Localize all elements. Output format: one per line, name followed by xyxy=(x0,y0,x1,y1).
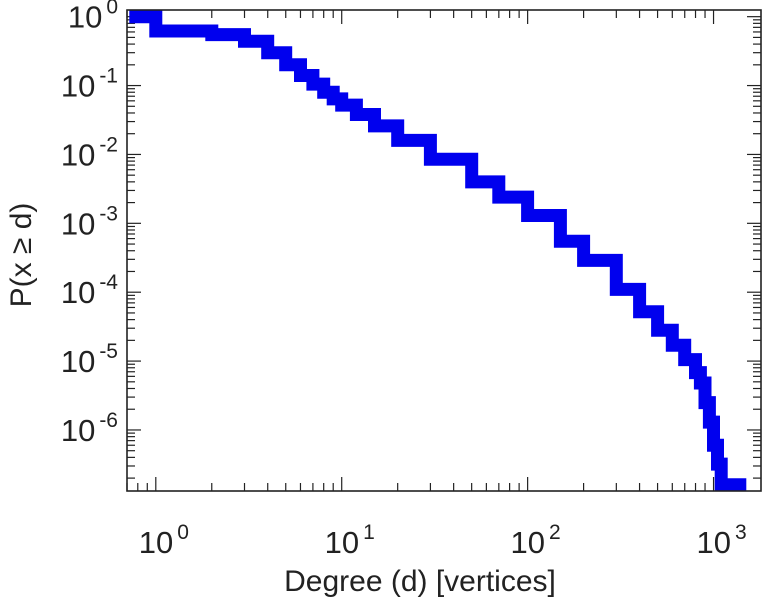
y-tick-label: 10 0 xyxy=(68,0,118,35)
x-tick-label: 10 3 xyxy=(696,521,746,560)
x-tick-label: 10 2 xyxy=(511,521,561,560)
y-tick-label: 10 -6 xyxy=(61,409,118,448)
axis-ticks xyxy=(126,10,761,491)
y-tick-label: 10 -5 xyxy=(61,340,118,379)
x-tick-label: 10 0 xyxy=(139,521,189,560)
x-tick-label: 10 1 xyxy=(325,521,375,560)
y-tick-label: 10 -4 xyxy=(61,271,118,310)
y-axis-label: P(x ≥ d) xyxy=(5,203,38,308)
series-line xyxy=(129,10,747,492)
y-tick-label: 10 -3 xyxy=(61,202,118,241)
plot-background xyxy=(127,10,761,491)
plot-frame xyxy=(126,9,762,492)
y-tick-label: 10 -1 xyxy=(61,65,118,104)
x-axis-label: Degree (d) [vertices] xyxy=(284,565,556,598)
x-tick-labels: 10 0 10 1 10 2 10 3 xyxy=(139,521,747,560)
y-tick-label: 10 -2 xyxy=(61,133,118,172)
